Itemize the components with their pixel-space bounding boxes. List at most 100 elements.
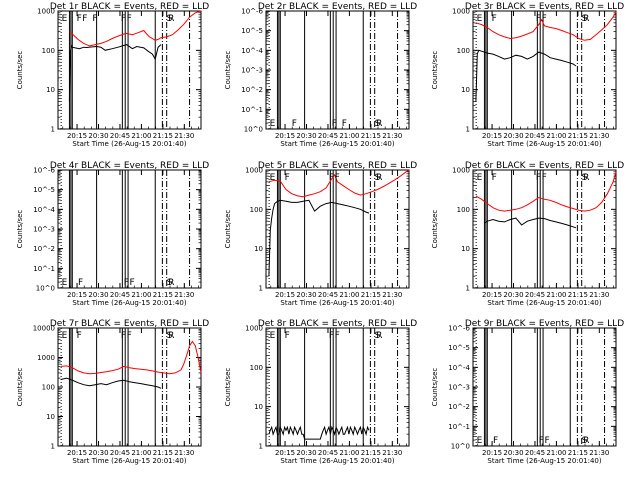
flag-label: F [77,14,82,24]
plot-frame [57,169,202,289]
y-tick-label: 10^0 [451,443,470,451]
plot-frame [57,327,202,447]
flag-label: F [82,14,87,24]
y-tick-label: 10 [46,86,55,94]
x-tick-label: 20:15 [275,291,295,299]
chart-title: Det 4r BLACK = Events, RED = LLD [50,161,209,171]
x-axis-label: Start Time (26-Aug-15 20:01:40) [487,457,601,465]
flag-label: F [335,173,340,183]
y-tick-label: 10^-2 [241,86,263,94]
flag-label: F [127,331,132,341]
y-tick-label: 10^-1 [33,265,55,273]
flag-label: S [582,436,588,446]
chart-det-4: Det 4r BLACK = Events, RED = LLD 10^0 10^-… [16,161,209,307]
flag-label: R [583,173,589,183]
flag-label: R [376,331,382,341]
flag-label: S [375,119,381,129]
flag-label: F [130,278,135,288]
x-tick-label: 21:00 [339,291,359,299]
y-tick-label: 10^-5 [33,186,55,194]
plot-frame [265,10,410,130]
series-events [268,199,370,277]
x-tick-label: 20:15 [275,132,295,140]
flag-label: R [583,14,589,24]
x-tick-label: 20:30 [296,132,316,140]
flag-label: F [542,173,547,183]
y-tick-label: 1000 [37,354,55,362]
x-axis-label: Start Time (26-Aug-15 20:01:40) [280,299,394,307]
x-tick-label: 20:45 [110,291,130,299]
series-lld [268,169,410,198]
flag-label: F [329,173,334,183]
x-tick-label: 20:30 [503,291,523,299]
plot-frame [472,327,617,447]
y-tick-label: 10^-6 [448,325,470,333]
series-lld [475,171,617,212]
x-tick-label: 20:15 [482,132,502,140]
x-axis-label: Start Time (26-Aug-15 20:01:40) [72,299,186,307]
chart-det-1: Det 1r BLACK = Events, RED = LLD 1 10 100 10… [16,2,209,148]
y-axis-label: Counts/sec [16,51,24,90]
y-tick-label: 1 [259,285,263,293]
flag-label: S [375,173,381,183]
x-tick-label: 21:00 [131,291,151,299]
y-tick-label: 100 [250,206,263,214]
x-tick-label: 21:15 [568,449,588,457]
flag-label: E [270,331,276,341]
x-tick-label: 21:15 [568,291,588,299]
y-tick-label: 10^-2 [448,403,470,411]
x-axis-label: Start Time (26-Aug-15 20:01:40) [487,140,601,148]
plot-frame [472,169,617,289]
x-tick-label: 21:30 [382,449,402,457]
y-tick-label: 100 [42,47,55,55]
x-tick-label: 20:15 [67,291,87,299]
y-axis-label: Counts/sec [16,368,24,407]
x-tick-label: 21:30 [589,291,609,299]
y-tick-label: 10^-3 [33,226,55,234]
x-tick-label: 20:15 [275,449,295,457]
series-lld [475,11,617,41]
chart-title: Det 1r BLACK = Events, RED = LLD [50,2,209,12]
chart-title: Det 7r BLACK = Events, RED = LLD [50,319,209,329]
y-tick-label: 1000 [452,167,470,175]
flag-label: F [78,278,83,288]
series-events [484,217,577,229]
flag-label: F [77,331,82,341]
flag-label: F [536,14,541,24]
series-events [268,425,370,440]
x-tick-label: 21:30 [174,449,194,457]
flag-label: F [492,14,497,24]
chart-det-2: Det 2r BLACK = Events, RED = LLD 10^0 10^-… [224,2,417,148]
y-axis-label: Counts/sec [224,210,232,249]
x-tick-label: 20:30 [296,291,316,299]
series-events [475,49,577,102]
flag-label: F [92,14,97,24]
x-tick-label: 21:00 [546,291,566,299]
y-tick-label: 1 [51,126,55,134]
x-axis-label: Start Time (26-Aug-15 20:01:40) [280,457,394,465]
flag-label: F [329,331,334,341]
y-axis-label: Counts/sec [16,210,24,249]
x-tick-label: 21:15 [568,132,588,140]
y-tick-label: 10^-6 [241,8,263,16]
flag-label: S [167,278,173,288]
x-tick-label: 20:30 [296,449,316,457]
y-tick-label: 1000 [245,167,263,175]
flag-label: S [582,14,588,24]
x-tick-label: 20:45 [318,291,338,299]
series-events [60,377,162,389]
y-tick-label: 10^-3 [448,384,470,392]
x-tick-label: 20:45 [318,132,338,140]
chart-title: Det 8r BLACK = Events, RED = LLD [258,319,417,329]
chart-title: Det 3r BLACK = Events, RED = LLD [465,2,624,12]
flag-label: F [121,331,126,341]
flag-label: F [285,331,290,341]
y-axis-label: Counts/sec [224,368,232,407]
flag-label: S [167,14,173,24]
flag-label: F [285,173,290,183]
x-tick-label: 20:30 [503,449,523,457]
x-tick-label: 20:30 [88,449,108,457]
flag-label: R [583,436,589,446]
x-tick-label: 21:30 [382,132,402,140]
y-tick-label: 1000 [37,8,55,16]
